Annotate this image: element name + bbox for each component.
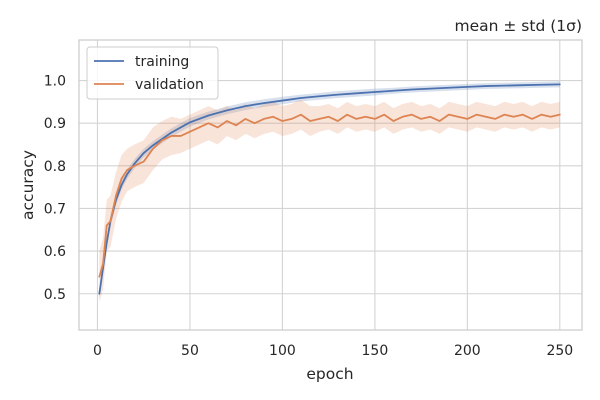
x-tick-label: 100 — [269, 343, 296, 359]
std-band-validation — [99, 99, 560, 303]
legend-frame — [86, 46, 219, 100]
x-tick-label: 250 — [546, 343, 573, 359]
y-tick-label: 1.0 — [44, 74, 66, 90]
chart-title: mean ± std (1σ) — [455, 17, 583, 35]
x-axis-label: epoch — [306, 365, 353, 383]
legend-label-training: training — [135, 54, 189, 70]
legend-label-validation: validation — [135, 77, 204, 93]
y-axis-label: accuracy — [19, 150, 37, 220]
std-bands — [99, 81, 560, 303]
y-tick-label: 0.8 — [44, 159, 66, 175]
x-tick-label: 0 — [93, 343, 102, 359]
series-line-validation — [98, 113, 561, 278]
series-lines — [98, 83, 561, 295]
series-line-training — [98, 83, 561, 295]
x-tick-labels: 0 50 100 150 200 250 — [93, 343, 573, 359]
x-tick-label: 200 — [454, 343, 481, 359]
legend: training validation — [86, 46, 219, 100]
y-tick-label: 0.7 — [44, 201, 66, 217]
grid — [79, 40, 582, 330]
y-tick-label: 0.9 — [44, 116, 66, 132]
y-tick-labels: 0.5 0.6 0.7 0.8 0.9 1.0 — [44, 74, 66, 303]
x-tick-label: 50 — [181, 343, 199, 359]
y-tick-label: 0.6 — [44, 244, 66, 260]
x-tick-label: 150 — [362, 343, 389, 359]
y-tick-label: 0.5 — [44, 287, 66, 303]
plot-frame — [78, 39, 583, 331]
